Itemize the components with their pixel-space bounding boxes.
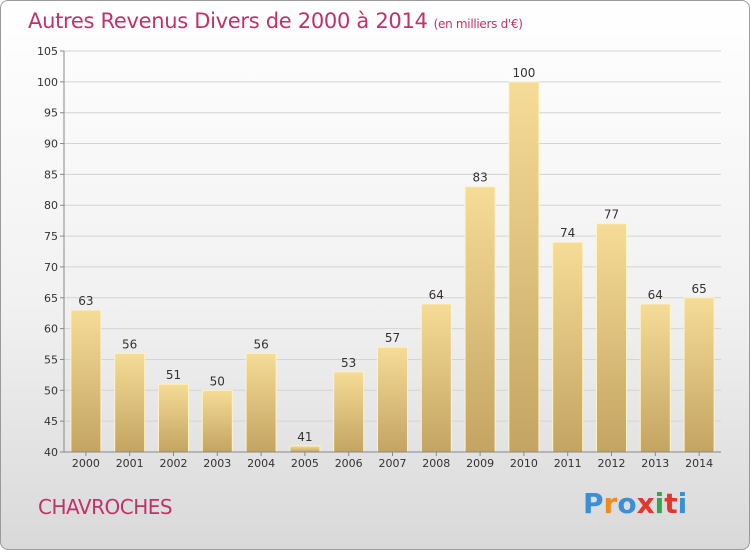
bar xyxy=(639,303,671,453)
y-tick-label: 55 xyxy=(44,353,58,366)
value-label: 53 xyxy=(341,356,356,370)
bar xyxy=(201,389,233,453)
x-tick-label: 2013 xyxy=(641,457,669,470)
value-label: 64 xyxy=(429,288,444,302)
x-tick-label: 2008 xyxy=(422,457,450,470)
bar xyxy=(377,346,408,453)
y-tick-label: 105 xyxy=(37,45,58,58)
value-label: 77 xyxy=(604,208,619,222)
bar xyxy=(245,352,277,453)
logo-letter: P xyxy=(583,487,604,520)
x-tick-label: 2005 xyxy=(291,457,319,470)
bar xyxy=(683,297,715,453)
y-tick-label: 90 xyxy=(44,138,58,151)
value-label: 83 xyxy=(472,171,487,185)
bars: 63 56 51 50 56 41 53 57 64 83 100 74 77 64 65 xyxy=(70,66,715,453)
bar xyxy=(596,223,627,453)
x-tick-label: 2003 xyxy=(203,457,231,470)
y-tick-label: 40 xyxy=(44,446,58,459)
value-label: 74 xyxy=(560,226,575,240)
bar xyxy=(114,352,146,453)
value-label: 65 xyxy=(691,282,706,296)
location-name: CHAVROCHES xyxy=(38,495,173,519)
x-tick-label: 2009 xyxy=(466,457,494,470)
bar xyxy=(552,241,584,453)
logo-letter: i xyxy=(677,487,688,520)
y-tick-label: 65 xyxy=(44,292,58,305)
y-axis: 40 45 50 55 60 65 70 75 80 85 90 95 100 105 xyxy=(37,45,65,459)
x-tick-label: 2000 xyxy=(72,457,100,470)
value-label: 56 xyxy=(253,337,268,351)
y-tick-label: 85 xyxy=(44,168,58,181)
x-tick-label: 2006 xyxy=(335,457,363,470)
value-label: 64 xyxy=(648,288,663,302)
y-tick-label: 70 xyxy=(44,261,58,274)
x-tick-label: 2002 xyxy=(160,457,188,470)
value-label: 51 xyxy=(166,368,181,382)
value-label: 56 xyxy=(122,337,137,351)
value-label: 63 xyxy=(78,294,93,308)
y-tick-label: 45 xyxy=(44,415,58,428)
bar xyxy=(333,371,365,453)
bar xyxy=(158,383,189,453)
x-tick-label: 2007 xyxy=(379,457,407,470)
bar xyxy=(289,445,321,453)
logo-letter: x xyxy=(636,487,655,520)
bar xyxy=(70,309,102,453)
x-tick-label: 2012 xyxy=(598,457,626,470)
y-tick-label: 80 xyxy=(44,199,58,212)
x-axis: 2000 2001 2002 2003 2004 2005 2006 2007 2008 2009… xyxy=(64,451,721,470)
x-tick-label: 2004 xyxy=(247,457,275,470)
proxiti-logo: Proxiti xyxy=(583,487,687,520)
y-tick-label: 95 xyxy=(44,107,58,120)
value-label: 57 xyxy=(385,331,400,345)
x-tick-label: 2011 xyxy=(554,457,582,470)
y-tick-label: 60 xyxy=(44,323,58,336)
value-label: 100 xyxy=(512,66,535,80)
logo-letter: i xyxy=(654,487,665,520)
value-label: 50 xyxy=(210,374,225,388)
chart-title: Autres Revenus Divers de 2000 à 2014 (en … xyxy=(28,9,523,33)
x-tick-label: 2001 xyxy=(116,457,144,470)
unit-label: (en milliers d'€) xyxy=(433,17,523,31)
bar xyxy=(508,81,540,453)
bar xyxy=(464,186,496,453)
logo-letter: o xyxy=(617,487,637,520)
y-tick-label: 75 xyxy=(44,230,58,243)
logo-letter: t xyxy=(664,487,678,520)
value-label: 41 xyxy=(297,430,312,444)
x-tick-label: 2010 xyxy=(510,457,538,470)
y-tick-label: 100 xyxy=(37,76,58,89)
y-tick-label: 50 xyxy=(44,384,58,397)
x-tick-label: 2014 xyxy=(685,457,713,470)
logo-letter: r xyxy=(603,487,618,520)
bar xyxy=(420,303,452,453)
title-text: Autres Revenus Divers de 2000 à 2014 xyxy=(28,9,428,33)
